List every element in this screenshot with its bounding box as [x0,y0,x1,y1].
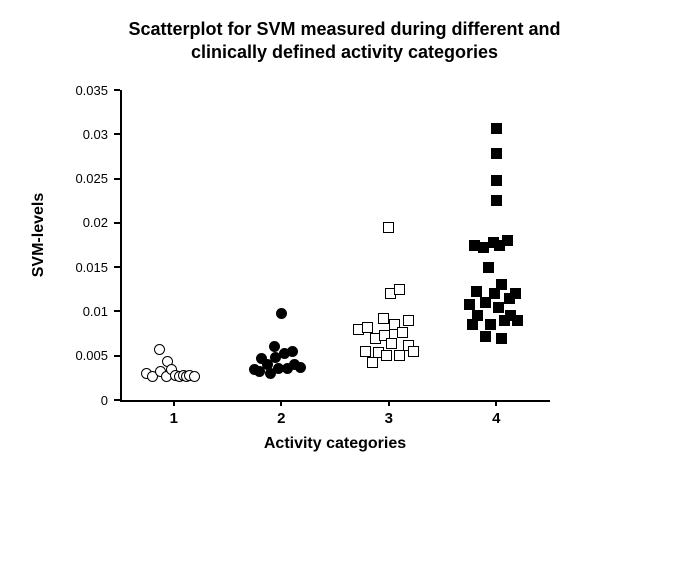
data-point [496,279,507,290]
y-axis-line [120,90,122,402]
data-point [276,308,287,319]
y-tick [114,310,120,312]
y-tick-label: 0.03 [50,127,108,142]
y-tick [114,178,120,180]
data-point [491,175,502,186]
x-tick [388,400,390,406]
data-point [403,315,414,326]
data-point [189,371,200,382]
y-axis-label: SVM-levels [30,175,48,295]
y-tick [114,266,120,268]
x-tick-label: 3 [369,410,409,427]
data-point [394,350,405,361]
data-point [381,350,392,361]
y-tick [114,133,120,135]
y-tick [114,399,120,401]
data-point [485,319,496,330]
plot-area: 00.0050.010.0150.020.0250.030.0351234 [120,90,550,400]
chart-container: Scatterplot for SVM measured during diff… [0,0,689,565]
data-point [496,333,507,344]
data-point [491,148,502,159]
y-tick-label: 0.015 [50,260,108,275]
data-point [154,344,165,355]
data-point [378,313,389,324]
x-tick-label: 4 [476,410,516,427]
data-point [362,322,373,333]
data-point [491,195,502,206]
data-point [471,286,482,297]
x-tick [495,400,497,406]
data-point [502,235,513,246]
x-tick [280,400,282,406]
data-point [480,331,491,342]
data-point [386,338,397,349]
data-point [295,362,306,373]
x-axis-label: Activity categories [120,435,550,453]
data-point [483,262,494,273]
y-tick-label: 0.025 [50,171,108,186]
y-tick-label: 0 [50,393,108,408]
data-point [394,284,405,295]
data-point [493,302,504,313]
data-point [464,299,475,310]
x-axis-line [120,400,550,402]
data-point [510,288,521,299]
data-point [512,315,523,326]
x-tick-label: 1 [154,410,194,427]
y-tick-label: 0.02 [50,215,108,230]
y-tick [114,355,120,357]
data-point [408,346,419,357]
y-tick-label: 0.005 [50,348,108,363]
data-point [397,327,408,338]
y-tick-label: 0.01 [50,304,108,319]
data-point [287,346,298,357]
y-tick-label: 0.035 [50,83,108,98]
data-point [367,357,378,368]
data-point [472,310,483,321]
data-point [383,222,394,233]
chart-title: Scatterplot for SVM measured during diff… [0,18,689,63]
x-tick-label: 2 [261,410,301,427]
y-tick [114,222,120,224]
y-tick [114,89,120,91]
data-point [491,123,502,134]
data-point [360,346,371,357]
x-tick [173,400,175,406]
